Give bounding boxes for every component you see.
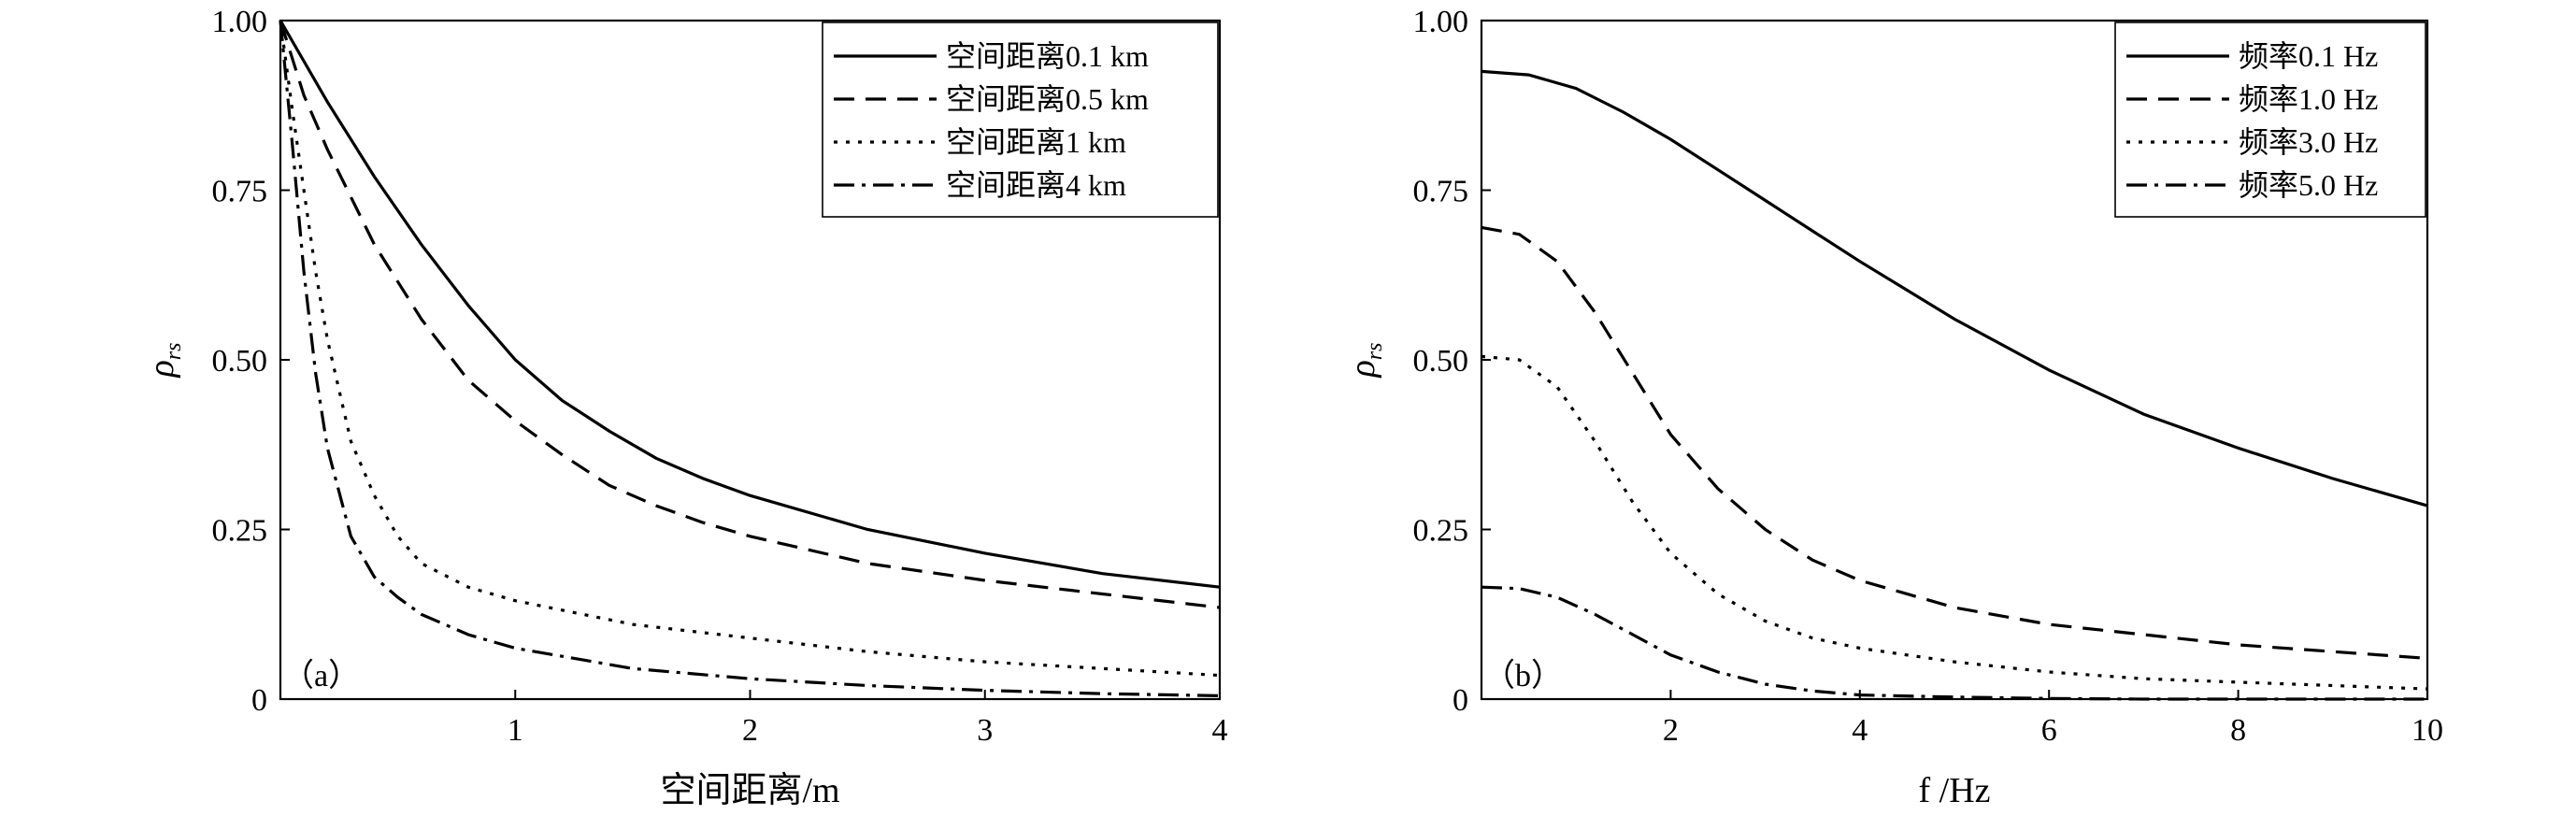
y-tick-label: 0 bbox=[251, 683, 267, 718]
series-line-2 bbox=[1481, 354, 2428, 691]
y-tick-label: 1.00 bbox=[1413, 5, 1469, 39]
chart-panel-0: 0 0.25 0.50 0.75 1.00 1 2 3 4 空间距离/m ρrs 空间距离0.1 km… bbox=[142, 5, 1228, 810]
series-line-0 bbox=[1481, 69, 2428, 508]
series-line-3 bbox=[1481, 585, 2427, 701]
y-tick-label: 0.25 bbox=[1413, 514, 1469, 549]
y-axis-subscript: rs bbox=[1363, 343, 1387, 361]
series-line-0 bbox=[279, 20, 1221, 589]
panel-label: （b） bbox=[1483, 658, 1563, 693]
x-tick-label: 4 bbox=[1852, 713, 1868, 748]
y-tick-label: 0.50 bbox=[1413, 344, 1469, 379]
y-tick-label: 0.25 bbox=[212, 514, 268, 549]
x-tick-label: 8 bbox=[2230, 713, 2246, 748]
y-axis-title: ρrs bbox=[142, 343, 186, 379]
y-axis-symbol: ρ bbox=[142, 360, 181, 378]
legend-label-3: 空间距离4 km bbox=[946, 168, 1126, 202]
legend-label-2: 频率3.0 Hz bbox=[2239, 125, 2378, 159]
series-line-1 bbox=[1481, 225, 2428, 660]
legend-label-0: 空间距离0.1 km bbox=[946, 39, 1149, 73]
x-tick-label: 4 bbox=[1212, 713, 1228, 748]
x-tick-label: 3 bbox=[977, 713, 993, 748]
y-axis-subscript: rs bbox=[162, 343, 186, 361]
x-tick-label: 2 bbox=[742, 713, 758, 748]
x-tick-label: 10 bbox=[2411, 713, 2443, 748]
panel-label: （a） bbox=[282, 658, 360, 693]
y-axis-title: ρrs bbox=[1343, 343, 1387, 379]
legend-label-1: 频率1.0 Hz bbox=[2239, 82, 2378, 116]
x-tick-label: 6 bbox=[2041, 713, 2057, 748]
y-tick-label: 0 bbox=[1453, 683, 1468, 718]
y-tick-label: 0.50 bbox=[212, 344, 268, 379]
legend-label-2: 空间距离1 km bbox=[946, 125, 1126, 159]
x-tick-label: 2 bbox=[1663, 713, 1679, 748]
series-line-1 bbox=[279, 20, 1221, 609]
legend-label-0: 频率0.1 Hz bbox=[2239, 39, 2378, 73]
x-tick-label: 1 bbox=[508, 713, 523, 748]
y-tick-label: 0.75 bbox=[212, 175, 268, 209]
y-axis-symbol: ρ bbox=[1343, 360, 1382, 378]
x-axis-title: f /Hz bbox=[1918, 771, 1990, 810]
x-axis-title: 空间距离/m bbox=[660, 771, 839, 810]
y-tick-label: 1.00 bbox=[212, 5, 268, 39]
legend-label-1: 空间距离0.5 km bbox=[946, 82, 1149, 116]
chart-panel-1: 0 0.25 0.50 0.75 1.00 2 4 6 8 10 f /Hz ρrs 频率0.1 Hz 频… bbox=[1343, 5, 2443, 810]
y-tick-label: 0.75 bbox=[1413, 175, 1469, 209]
series-line-3 bbox=[279, 20, 1221, 697]
legend-label-3: 频率5.0 Hz bbox=[2239, 168, 2378, 202]
